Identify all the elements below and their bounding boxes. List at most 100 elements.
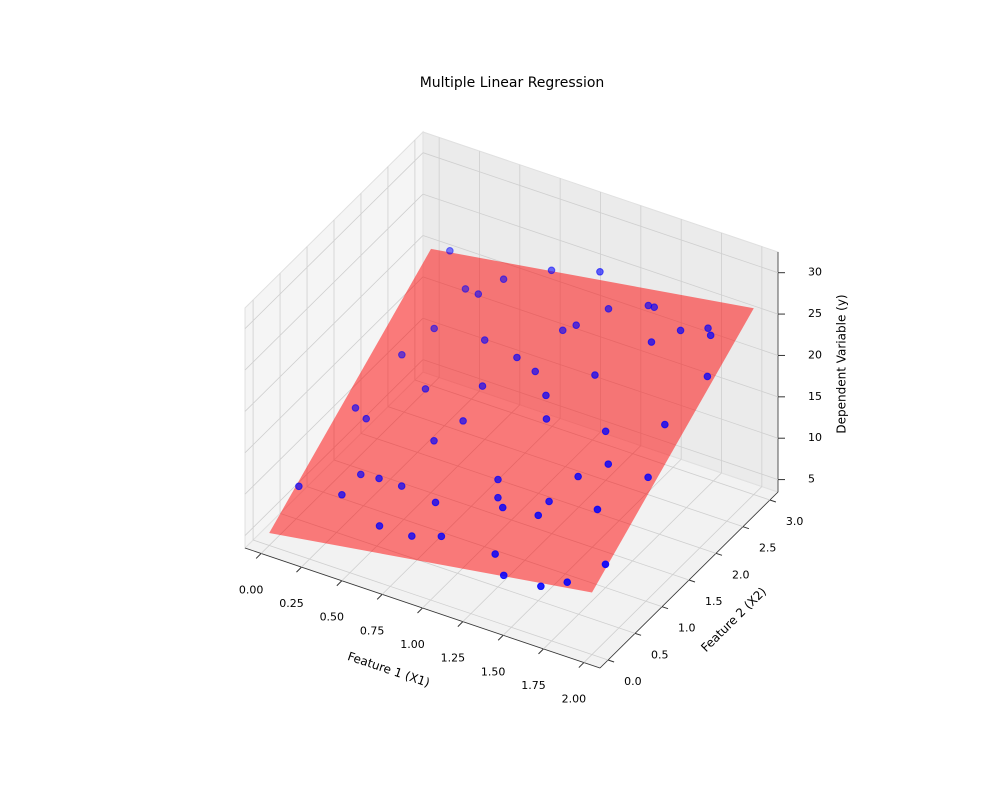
data-point [446, 247, 454, 255]
data-point [295, 482, 303, 491]
data-point [499, 275, 508, 283]
data-point [513, 353, 521, 362]
x-tick-label: 1.50 [481, 665, 506, 678]
data-point [531, 367, 540, 376]
x-tick-label: 0.50 [320, 611, 345, 624]
y-tick-label: 1.0 [678, 622, 696, 635]
data-point [398, 350, 406, 359]
data-point [537, 582, 545, 591]
data-point [596, 267, 604, 276]
data-point [459, 417, 467, 425]
x-tick-label: 0.25 [279, 597, 304, 610]
data-point [431, 498, 440, 507]
data-point [601, 560, 610, 569]
tick-mark [457, 621, 464, 627]
tick-mark [255, 553, 262, 559]
data-point [421, 385, 430, 393]
data-point [478, 382, 487, 390]
data-point [408, 532, 416, 540]
data-point [704, 324, 712, 332]
grid-line [244, 235, 424, 412]
x-tick-label: 1.75 [521, 679, 546, 692]
tick-mark [578, 662, 585, 668]
x-tick-label: 0.00 [239, 583, 264, 596]
tick-mark [376, 594, 383, 600]
data-point [706, 331, 715, 340]
data-point [572, 321, 580, 329]
tick-mark [336, 580, 343, 587]
z-tick-label: 10 [808, 431, 822, 444]
data-point [644, 301, 653, 310]
data-point [542, 391, 550, 400]
y-tick-label: 0.5 [651, 648, 669, 661]
y-tick-label: 2.5 [759, 542, 777, 555]
data-point [547, 266, 556, 275]
z-tick-label: 5 [808, 473, 815, 486]
z-tick-label: 25 [808, 307, 822, 320]
data-point [356, 470, 365, 479]
tick-mark [742, 526, 750, 530]
z-axis-label: Dependent Variable (y) [835, 294, 849, 433]
data-point [351, 404, 360, 412]
grid-line [244, 193, 424, 371]
tick-mark [688, 579, 696, 583]
tick-mark [715, 552, 723, 556]
data-point [375, 474, 383, 483]
grid-line [244, 152, 424, 329]
data-point [397, 482, 406, 490]
tick-mark [769, 499, 777, 503]
y-tick-label: 3.0 [786, 515, 804, 528]
y-tick-label: 2.0 [732, 568, 750, 581]
z-tick-label: 30 [808, 266, 822, 279]
data-point [375, 522, 384, 530]
data-point [563, 578, 572, 587]
x-tick-label: 0.75 [360, 624, 385, 637]
data-point [461, 285, 470, 293]
y-tick-label: 0.0 [624, 675, 642, 688]
y-tick-label: 1.5 [705, 595, 723, 608]
data-point [601, 427, 610, 436]
grid-line [422, 152, 779, 274]
grid-line [252, 539, 609, 661]
data-point [604, 460, 613, 468]
z-tick-label: 15 [808, 390, 822, 403]
tick-mark [538, 648, 544, 655]
data-point [644, 473, 652, 482]
tick-mark [661, 606, 669, 610]
tick-mark [296, 566, 302, 573]
x-tick-label: 1.25 [441, 652, 466, 665]
data-point [574, 472, 582, 481]
data-point [494, 493, 502, 502]
tick-mark [417, 607, 423, 614]
grid-line [244, 276, 424, 454]
data-point [491, 550, 499, 558]
data-point [676, 326, 685, 335]
data-point [430, 324, 438, 333]
tick-mark [607, 659, 615, 663]
data-point [430, 436, 438, 445]
data-point [499, 571, 508, 580]
chart-title: Multiple Linear Regression [420, 75, 605, 91]
x-tick-label: 1.00 [400, 638, 425, 651]
x-tick-label: 2.00 [562, 693, 587, 706]
data-point [591, 371, 599, 379]
data-point [534, 511, 543, 520]
data-point [474, 290, 483, 298]
data-point [437, 532, 446, 541]
data-point [647, 338, 656, 346]
data-point [604, 305, 613, 313]
tick-mark [497, 634, 504, 641]
data-point [338, 490, 346, 499]
grid-line [422, 193, 779, 315]
data-point [661, 420, 669, 429]
data-point [494, 475, 502, 484]
x-axis-label: Feature 1 (X1) [346, 649, 432, 690]
data-point [545, 497, 553, 506]
data-point [480, 336, 489, 344]
tick-mark [634, 632, 642, 636]
data-point [362, 414, 371, 423]
z-tick-label: 20 [808, 348, 822, 361]
data-point [542, 415, 551, 423]
data-point [703, 372, 712, 381]
